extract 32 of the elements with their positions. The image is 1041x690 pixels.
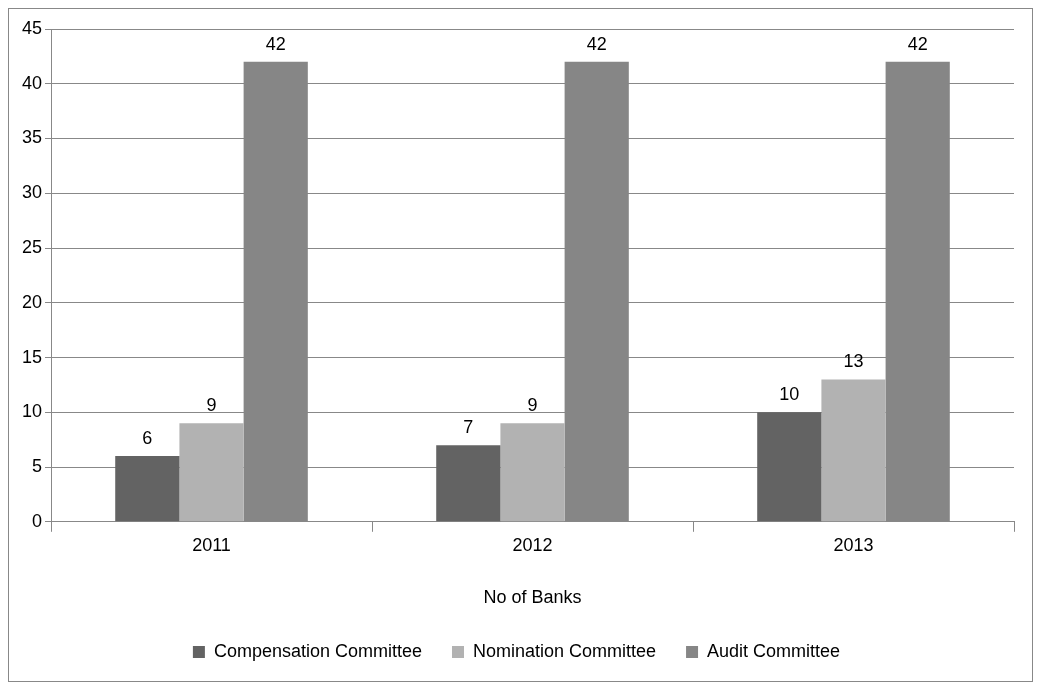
- bar: [179, 423, 244, 522]
- x-tick-label: 2012: [512, 534, 553, 555]
- data-label: 13: [843, 351, 864, 372]
- data-label: 6: [142, 428, 153, 449]
- data-label: 9: [206, 395, 217, 416]
- y-tick-label: 5: [32, 456, 43, 477]
- x-tick-label: 2013: [833, 534, 874, 555]
- bar: [500, 423, 565, 522]
- y-tick-label: 35: [21, 127, 43, 148]
- x-tick-label: 2011: [192, 534, 231, 555]
- y-tick-label: 15: [21, 346, 43, 367]
- bar: [115, 456, 180, 522]
- y-tick-label: 45: [21, 17, 43, 38]
- data-label: 42: [586, 33, 607, 54]
- y-tick-label: 40: [21, 72, 43, 93]
- data-label: 42: [907, 33, 928, 54]
- y-tick-label: 20: [21, 291, 43, 312]
- x-axis-title: No of Banks: [483, 587, 582, 608]
- data-label: 10: [779, 384, 800, 405]
- legend-label: Compensation Committee: [213, 640, 422, 661]
- data-label: 42: [265, 33, 286, 54]
- data-label: 7: [463, 417, 474, 438]
- y-tick-label: 30: [21, 182, 43, 203]
- legend-label: Audit Committee: [707, 640, 841, 661]
- data-label: 9: [527, 395, 538, 416]
- bar: [821, 379, 886, 522]
- bar: [436, 445, 501, 522]
- y-tick-label: 0: [32, 510, 43, 531]
- y-tick-label: 10: [21, 401, 43, 422]
- legend-label: Nomination Committee: [472, 640, 657, 661]
- bar: [757, 412, 822, 522]
- y-tick-label: 25: [21, 236, 43, 257]
